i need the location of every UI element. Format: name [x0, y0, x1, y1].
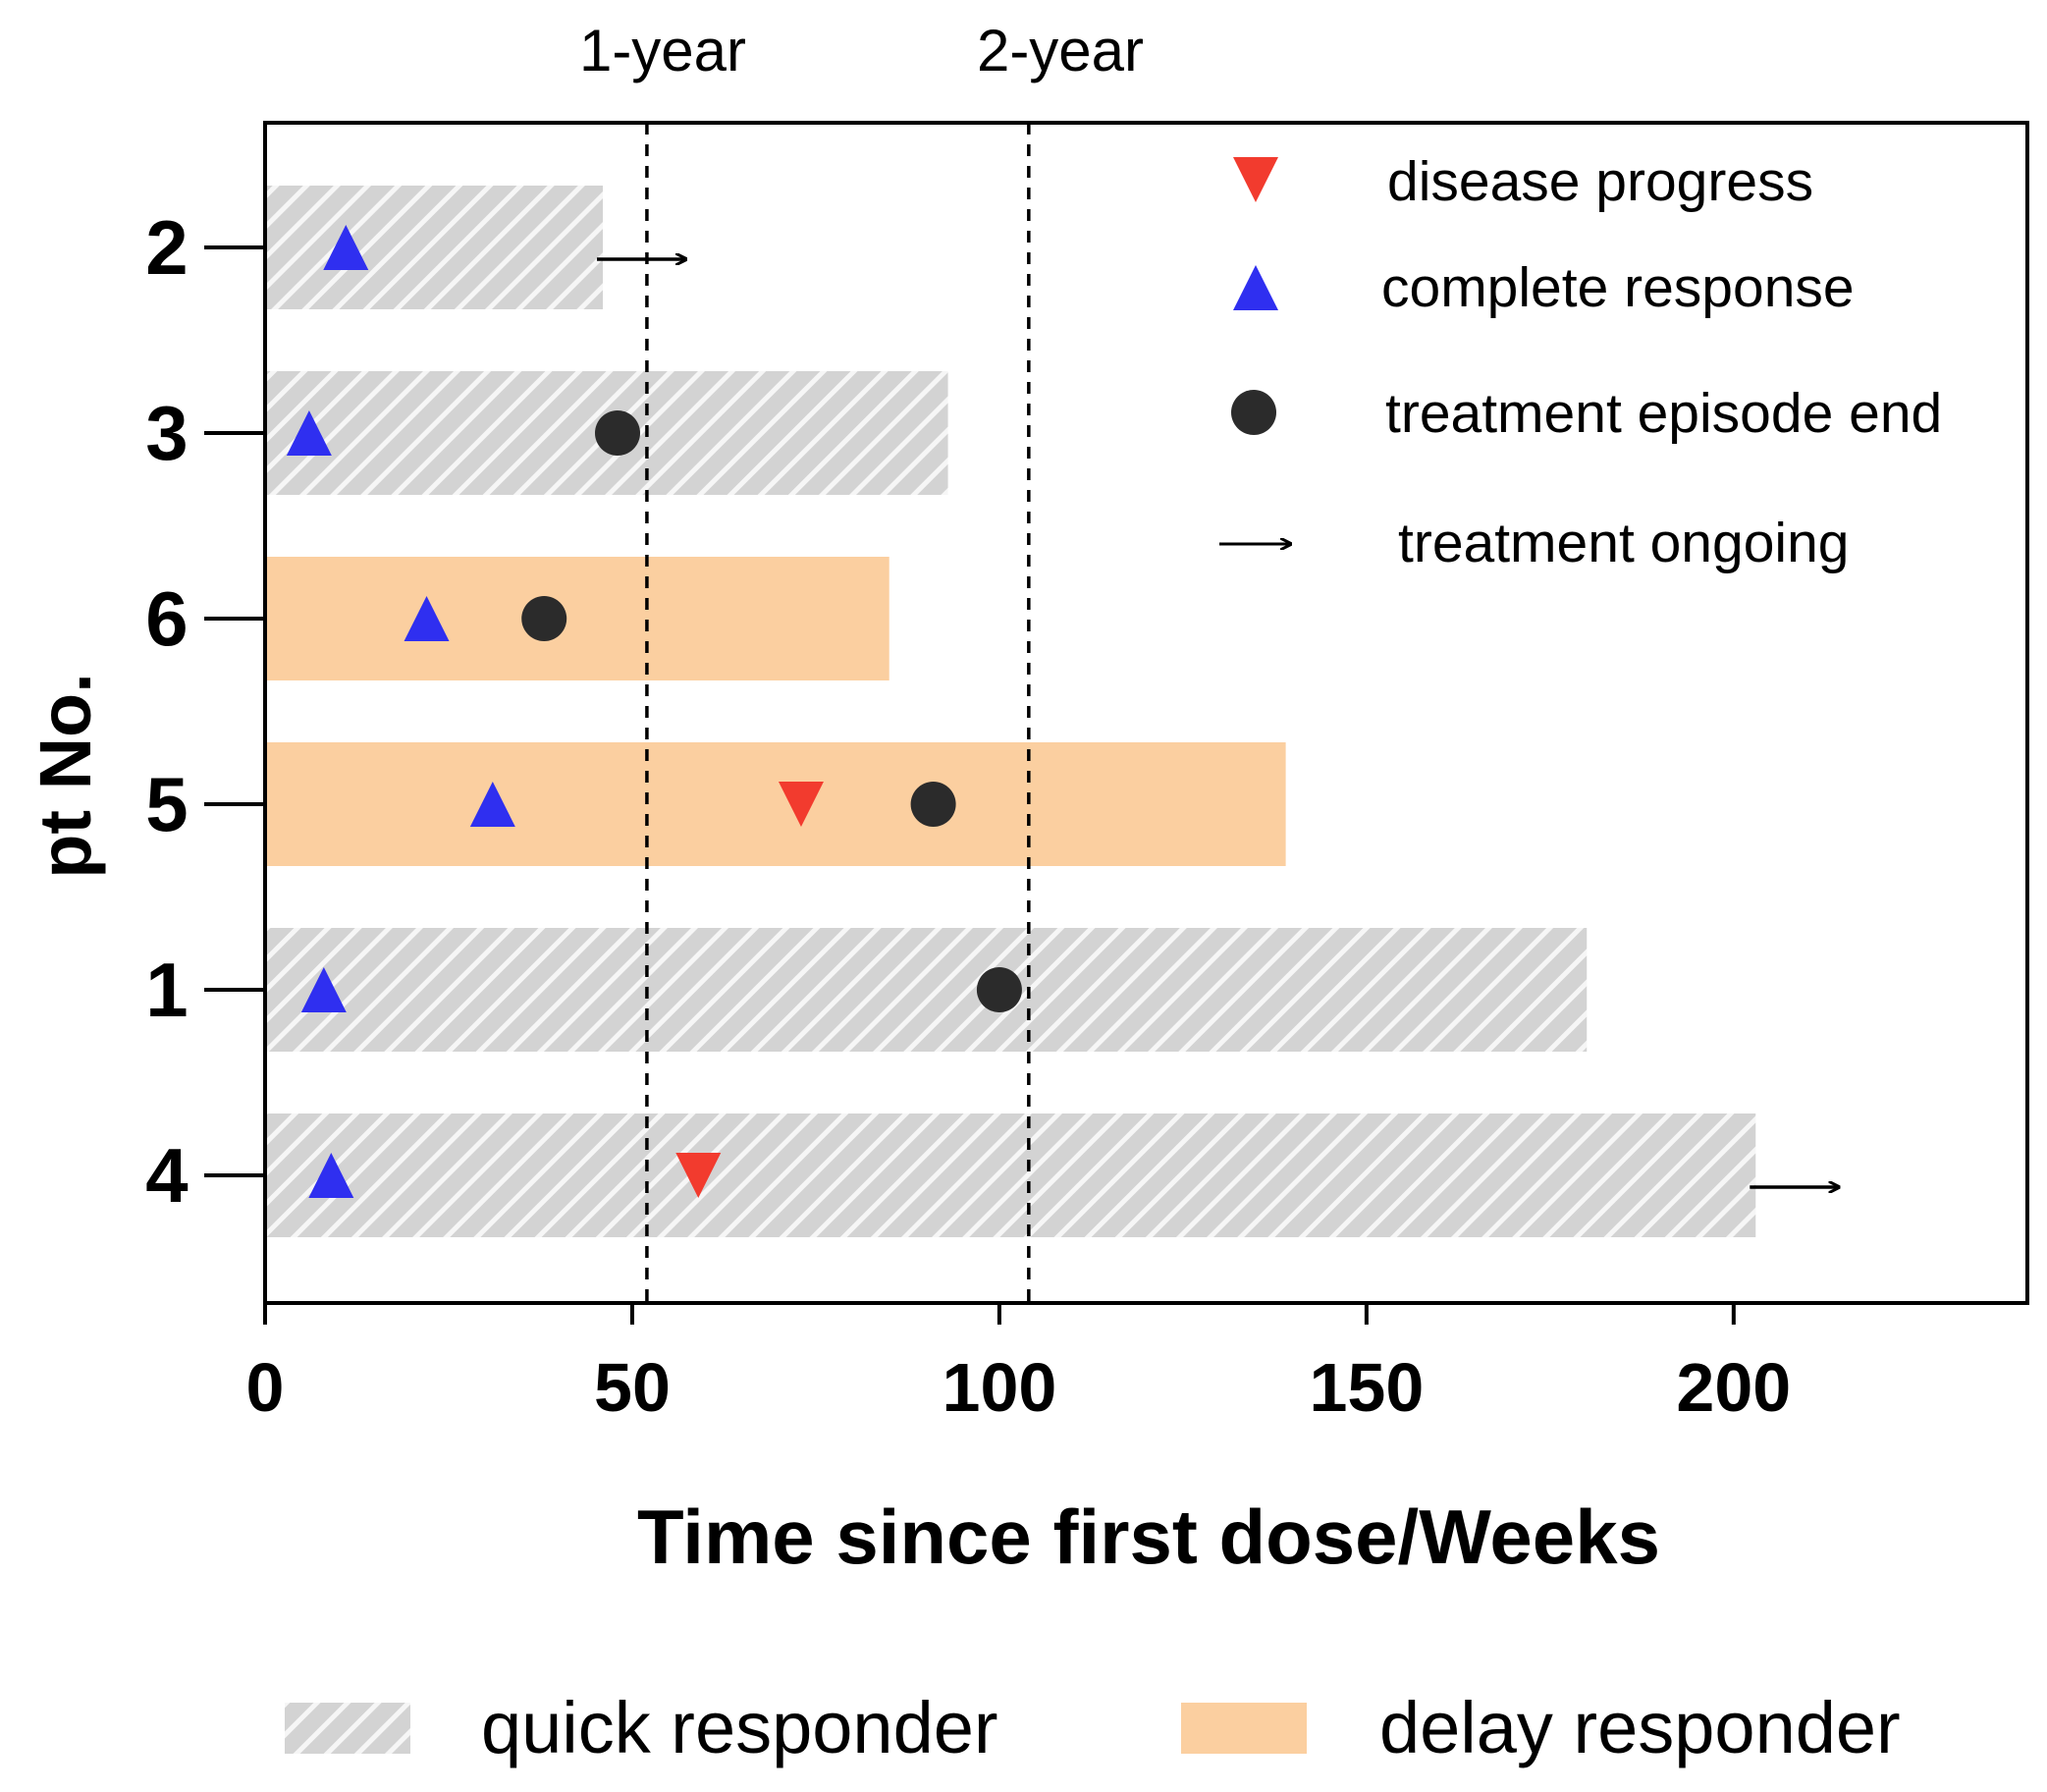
y-tick-label-pt4: 4 [145, 1132, 188, 1219]
x-tick-label-100: 100 [943, 1349, 1057, 1426]
disease-progress-marker-pt5 [778, 782, 824, 827]
x-axis-title: Time since first dose/Weeks [637, 1493, 1660, 1580]
patient-bar-2 [265, 186, 604, 309]
patient-bar-1 [265, 928, 1588, 1052]
x-tick-label-200: 200 [1676, 1349, 1791, 1426]
legend-quick-responder-swatch [285, 1703, 410, 1754]
y-tick-label-pt3: 3 [145, 390, 188, 476]
complete-response-marker-pt2 [323, 225, 369, 270]
legend-disease-progress-label: disease progress [1387, 150, 1813, 213]
x-tick-label-50: 50 [594, 1349, 671, 1426]
legend-disease-progress-marker [1233, 157, 1278, 202]
x-tick-label-0: 0 [246, 1349, 285, 1426]
legend-delay-responder-label: delay responder [1379, 1687, 1901, 1768]
plot-frame [263, 121, 2029, 1305]
complete-response-marker-pt3 [286, 410, 332, 456]
legend-episode-end-label: treatment episode end [1385, 382, 1942, 445]
patient-bar-5 [265, 742, 1286, 866]
episode-end-marker-pt6 [521, 596, 567, 641]
complete-response-marker-pt6 [404, 596, 450, 641]
marker-legend: disease progress complete response treat… [1219, 150, 1942, 574]
ref-line-label-2year: 2-year [977, 18, 1144, 83]
legend-complete-response-marker [1233, 265, 1278, 310]
disease-progress-marker-pt4 [675, 1153, 722, 1198]
group-legend: quick responder delay responder [285, 1687, 1901, 1768]
y-tick-label-pt2: 2 [145, 204, 188, 291]
complete-response-marker-pt1 [300, 967, 347, 1012]
episode-end-marker-pt3 [595, 410, 640, 456]
legend-quick-responder-label: quick responder [481, 1687, 998, 1768]
complete-response-marker-pt4 [308, 1153, 354, 1198]
ref-line-label-1year: 1-year [579, 18, 746, 83]
legend-episode-end-marker [1231, 390, 1276, 435]
episode-end-marker-pt5 [910, 782, 956, 827]
complete-response-marker-pt5 [469, 782, 515, 827]
y-tick-label-pt5: 5 [145, 761, 188, 847]
patient-bar-6 [265, 557, 889, 680]
patient-bar-4 [265, 1113, 1756, 1237]
x-tick-label-150: 150 [1309, 1349, 1424, 1426]
y-tick-label-pt1: 1 [145, 947, 188, 1033]
episode-end-marker-pt1 [976, 967, 1022, 1012]
legend-ongoing-label: treatment ongoing [1398, 512, 1849, 574]
y-axis-title: pt No. [25, 673, 106, 879]
legend-delay-responder-swatch [1181, 1703, 1307, 1754]
legend-complete-response-label: complete response [1381, 256, 1855, 319]
y-tick-label-pt6: 6 [145, 575, 188, 662]
